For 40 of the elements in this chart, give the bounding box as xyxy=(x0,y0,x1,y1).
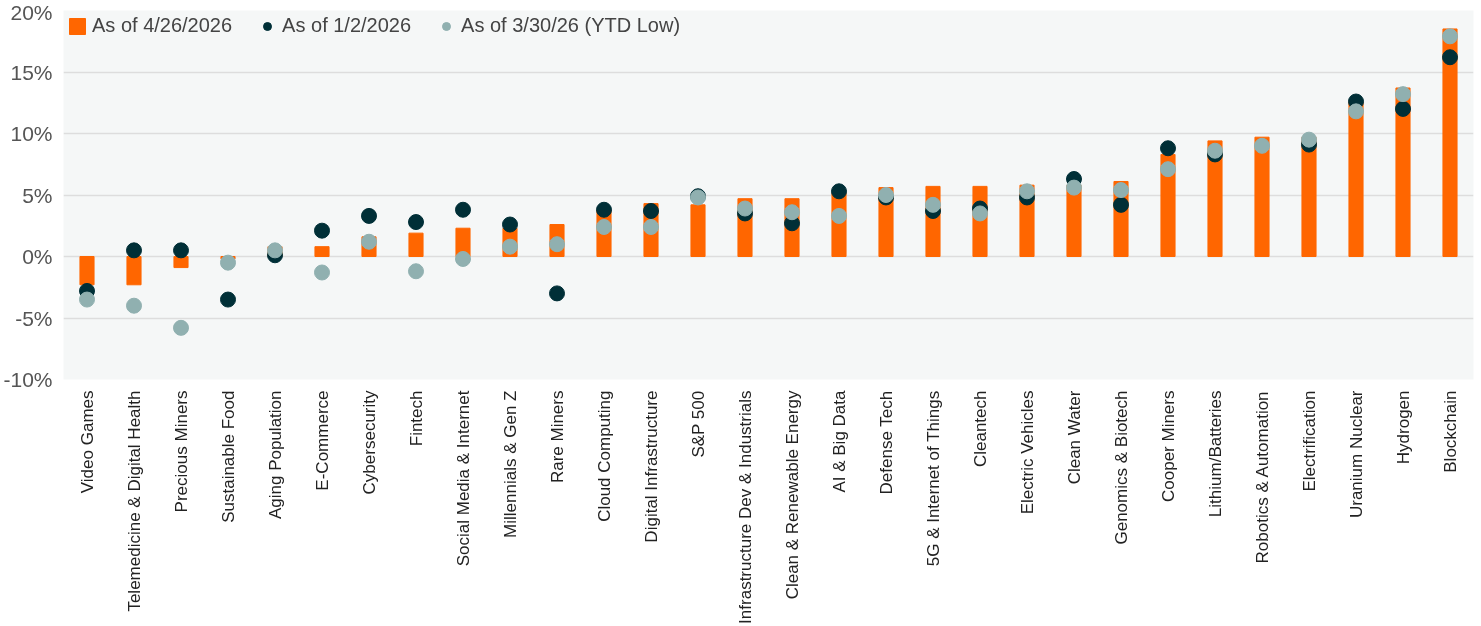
y-tick-label: -5% xyxy=(15,306,53,330)
x-tick-label: Telemedicine & Digital Health xyxy=(124,390,144,612)
x-tick-label: Electrification xyxy=(1299,390,1319,492)
y-tick-label: 5% xyxy=(22,183,53,207)
x-tick-label: Defense Tech xyxy=(876,390,896,495)
x-tick-label: Hydrogen xyxy=(1393,390,1413,465)
x-tick-label: Digital Infrastructure xyxy=(641,390,661,543)
x-tick-label: Social Media & Internet xyxy=(453,390,473,567)
x-tick-label: Precious Miners xyxy=(171,390,191,513)
x-tick-label: Cooper Miners xyxy=(1158,390,1178,502)
x-tick-label: Infrastructure Dev & Industrials xyxy=(735,390,755,624)
x-tick-label: Robotics & Automation xyxy=(1252,391,1272,564)
x-tick-label: S&P 500 xyxy=(688,390,708,458)
x-tick-label: Clean & Renewable Energy xyxy=(782,390,802,600)
x-tick-label: AI & Big Data xyxy=(829,389,849,493)
x-tick-label: Sustainable Food xyxy=(218,390,238,523)
y-tick-label: -10% xyxy=(3,368,53,391)
x-tick-label: Cloud Computing xyxy=(594,390,614,522)
x-tick-label: Fintech xyxy=(406,390,426,447)
x-tick-label: 5G & Internet of Things xyxy=(923,390,943,567)
legend-label: As of 3/30/26 (YTD Low) xyxy=(461,14,681,37)
legend-label: As of 4/26/2026 xyxy=(92,14,233,37)
x-tick-label: E-Commerce xyxy=(312,390,332,491)
x-tick-label: Lithium/Batteries xyxy=(1205,390,1225,518)
x-tick-label: Clean Water xyxy=(1064,390,1084,485)
x-tick-label: Blockchain xyxy=(1440,390,1460,473)
x-tick-label: Electric Vehicles xyxy=(1017,390,1037,515)
y-tick-label: 10% xyxy=(10,122,53,145)
x-tick-label: Cybersecurity xyxy=(359,390,379,495)
x-tick-label: Uranium Nuclear xyxy=(1346,390,1366,519)
x-tick-label: Aging Population xyxy=(265,390,285,520)
y-tick-label: 20% xyxy=(10,0,53,24)
y-tick-label: 0% xyxy=(22,245,53,268)
x-tick-label: Millennials & Gen Z xyxy=(500,390,520,538)
y-tick-label: 15% xyxy=(10,60,53,84)
x-tick-label: Rare Miners xyxy=(547,390,567,484)
x-tick-label: Cleantech xyxy=(970,390,990,468)
x-tick-label: Genomics & Biotech xyxy=(1111,390,1131,545)
x-tick-label: Video Games xyxy=(77,390,97,494)
legend-label: As of 1/2/2026 xyxy=(282,14,412,37)
